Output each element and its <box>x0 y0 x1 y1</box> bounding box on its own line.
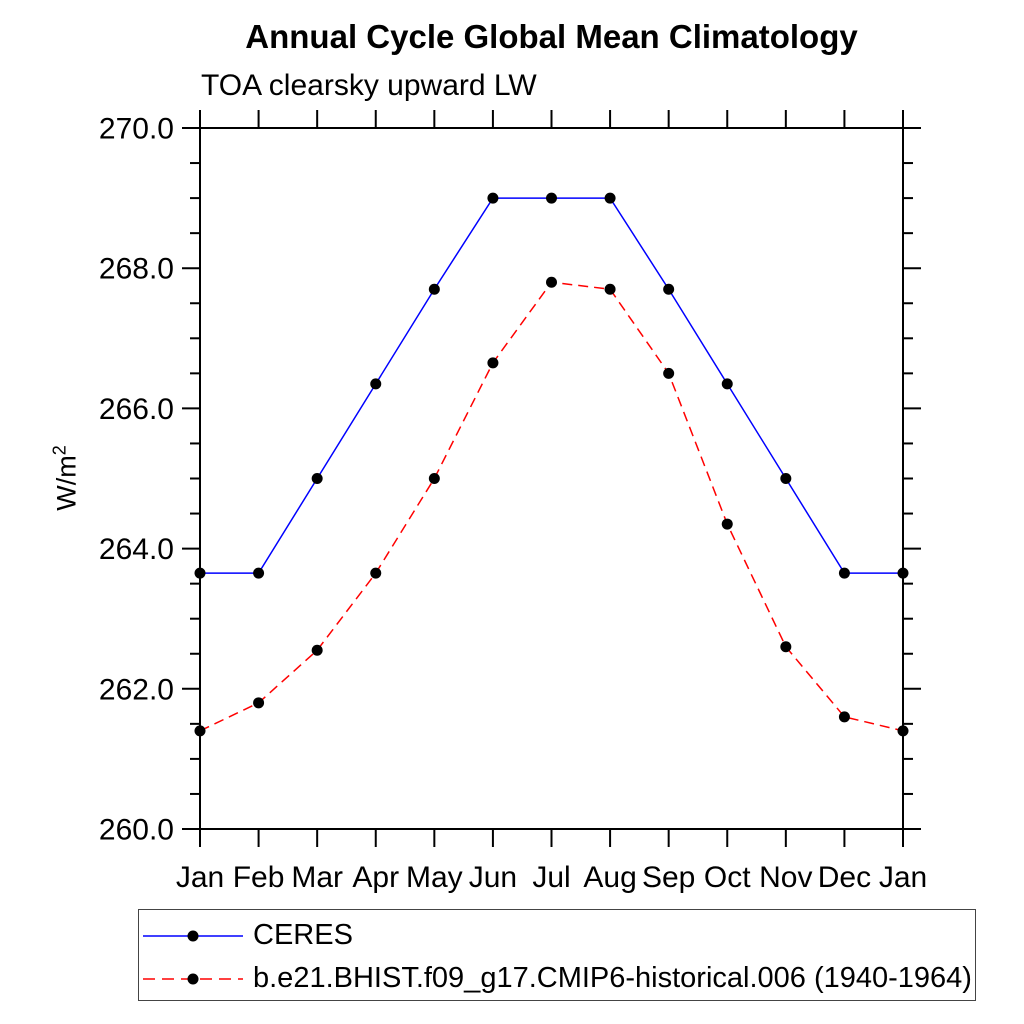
y-tick-label: 262.0 <box>99 673 174 706</box>
x-tick-label: Dec <box>818 861 871 894</box>
series-model-line <box>199 281 904 732</box>
data-point-marker <box>253 697 265 709</box>
data-point-marker <box>487 357 499 369</box>
legend: CERES b.e21.BHIST.f09_g17.CMIP6-historic… <box>138 909 976 1001</box>
y-tick-label: 260.0 <box>99 814 174 847</box>
x-tick-label: Nov <box>759 861 812 894</box>
series-ceres-line <box>200 197 903 574</box>
data-point-marker <box>838 711 850 723</box>
data-point-marker <box>897 567 909 579</box>
x-tick-label: Apr <box>352 861 399 894</box>
x-tick-label: May <box>406 861 463 894</box>
data-point-marker <box>780 473 792 484</box>
x-ticks <box>199 110 904 847</box>
y-tick-label: 268.0 <box>99 253 174 286</box>
y-tick-label: 266.0 <box>99 393 174 426</box>
y-tick-label: 270.0 <box>99 113 174 146</box>
x-tick-label: Mar <box>291 861 343 894</box>
data-point-marker <box>428 473 440 484</box>
y-minor-ticks <box>190 162 913 795</box>
series-model-path <box>199 281 904 732</box>
data-point-marker <box>780 641 792 653</box>
y-tick-labels: 260.0 262.0 264.0 266.0 268.0 270.0 <box>99 113 174 847</box>
x-tick-label: Jun <box>469 861 517 894</box>
x-tick-label: Jan <box>176 861 224 894</box>
legend-entry-ceres: CERES <box>141 914 975 957</box>
data-point-marker <box>428 283 440 295</box>
x-tick-label: Aug <box>583 861 636 894</box>
x-tick-label: Jan <box>879 861 927 894</box>
data-point-marker <box>311 644 323 656</box>
data-point-marker <box>663 283 675 295</box>
legend-entry-model: b.e21.BHIST.f09_g17.CMIP6-historical.006… <box>141 957 975 1000</box>
series-ceres-path <box>200 197 903 574</box>
series-ceres-markers <box>194 192 909 579</box>
data-point-marker <box>721 518 733 530</box>
legend-label-model: b.e21.BHIST.f09_g17.CMIP6-historical.006… <box>253 962 972 994</box>
x-tick-label: Jul <box>532 861 570 894</box>
axes <box>199 127 904 830</box>
x-tick-label: Oct <box>704 861 751 894</box>
y-major-ticks <box>182 127 921 830</box>
x-tick-labels: Jan Feb Mar Apr May Jun Jul Aug Sep Oct Nov Dec Jan <box>176 861 927 894</box>
legend-label-ceres: CERES <box>253 919 353 951</box>
data-point-marker <box>253 567 265 579</box>
data-point-marker <box>194 725 206 737</box>
chart-subtitle: TOA clearsky upward LW <box>201 69 537 102</box>
data-point-marker <box>194 567 206 579</box>
legend-solid-line-sample <box>143 930 243 941</box>
chart-title: Annual Cycle Global Mean Climatology <box>245 18 858 55</box>
data-point-marker <box>663 367 675 379</box>
x-tick-label: Feb <box>233 861 285 894</box>
data-point-marker <box>604 283 616 295</box>
data-point-marker <box>546 276 557 288</box>
x-tick-label: Sep <box>642 861 695 894</box>
series-model-markers <box>194 276 909 737</box>
data-point-marker <box>546 192 557 204</box>
data-point-marker <box>897 725 909 737</box>
data-point-marker <box>370 378 382 390</box>
legend-marker-model-icon <box>187 973 199 984</box>
data-point-marker <box>604 192 616 204</box>
y-tick-label: 264.0 <box>99 533 174 566</box>
data-point-marker <box>838 567 850 579</box>
data-point-marker <box>487 192 499 204</box>
legend-dashed-line-sample <box>143 973 243 984</box>
data-point-marker <box>721 378 733 390</box>
legend-marker-ceres-icon <box>187 930 199 941</box>
data-point-marker <box>311 473 323 484</box>
data-point-marker <box>370 567 382 579</box>
